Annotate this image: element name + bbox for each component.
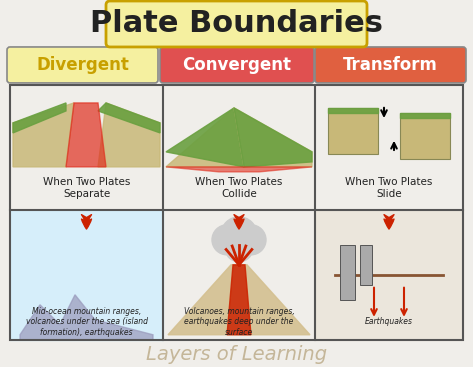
Circle shape: [212, 225, 242, 255]
Polygon shape: [66, 103, 106, 167]
Circle shape: [221, 217, 257, 253]
Polygon shape: [400, 113, 450, 118]
Polygon shape: [20, 295, 153, 340]
FancyBboxPatch shape: [328, 108, 378, 154]
Polygon shape: [234, 108, 312, 167]
Text: Mid-ocean mountain ranges,
volcanoes under the sea (island
formation), earthquak: Mid-ocean mountain ranges, volcanoes und…: [26, 307, 148, 337]
Polygon shape: [234, 108, 312, 167]
Circle shape: [225, 234, 253, 262]
Polygon shape: [98, 103, 160, 167]
Polygon shape: [13, 103, 74, 167]
Polygon shape: [166, 167, 312, 172]
Text: When Two Plates
Slide: When Two Plates Slide: [345, 177, 433, 199]
FancyBboxPatch shape: [106, 1, 367, 47]
Polygon shape: [315, 210, 463, 340]
Text: Layers of Learning: Layers of Learning: [146, 345, 327, 364]
Polygon shape: [328, 108, 378, 113]
Text: Convergent: Convergent: [183, 56, 291, 74]
Polygon shape: [168, 265, 310, 335]
Polygon shape: [227, 265, 251, 335]
FancyBboxPatch shape: [400, 113, 450, 159]
Polygon shape: [13, 103, 66, 133]
Bar: [340, 245, 355, 300]
Bar: [10, 85, 463, 340]
Polygon shape: [98, 103, 160, 133]
Text: Transform: Transform: [343, 56, 438, 74]
Text: Divergent: Divergent: [36, 56, 129, 74]
Polygon shape: [10, 210, 163, 340]
Bar: [360, 245, 372, 285]
FancyBboxPatch shape: [160, 47, 314, 83]
Polygon shape: [166, 108, 244, 167]
Text: Earthquakes: Earthquakes: [365, 317, 413, 326]
Text: When Two Plates
Collide: When Two Plates Collide: [195, 177, 283, 199]
Text: When Two Plates
Separate: When Two Plates Separate: [43, 177, 130, 199]
Polygon shape: [166, 108, 244, 167]
Text: Volcanoes, mountain ranges,
earthquakes deep under the
surface: Volcanoes, mountain ranges, earthquakes …: [184, 307, 294, 337]
Circle shape: [236, 225, 266, 255]
FancyBboxPatch shape: [7, 47, 158, 83]
Text: Plate Boundaries: Plate Boundaries: [90, 10, 383, 39]
FancyBboxPatch shape: [315, 47, 466, 83]
